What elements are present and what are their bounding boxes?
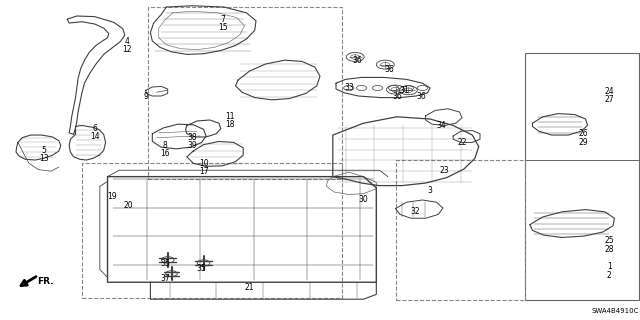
Text: 26: 26	[579, 129, 589, 138]
Text: 35: 35	[196, 264, 207, 273]
Text: 3: 3	[428, 186, 433, 195]
Text: 39: 39	[187, 141, 197, 150]
Text: 7: 7	[220, 15, 225, 24]
Text: 23: 23	[440, 166, 450, 175]
Bar	[82, 163, 342, 298]
Text: 10: 10	[198, 159, 209, 168]
Text: 16: 16	[160, 149, 170, 158]
Text: 27: 27	[604, 95, 614, 104]
Text: 30: 30	[358, 195, 369, 204]
Text: 15: 15	[218, 23, 228, 32]
Text: 36: 36	[384, 65, 394, 74]
Text: 18: 18	[226, 120, 235, 129]
Text: 12: 12	[122, 45, 131, 54]
Text: 31: 31	[399, 86, 410, 95]
Text: 38: 38	[187, 133, 197, 142]
Bar	[396, 160, 525, 300]
Text: 1: 1	[607, 262, 612, 271]
Bar	[525, 53, 639, 300]
Text: 37: 37	[160, 274, 170, 283]
Text: 28: 28	[605, 245, 614, 254]
Text: 35: 35	[160, 260, 170, 268]
Text: 8: 8	[163, 141, 168, 150]
Text: 25: 25	[604, 236, 614, 245]
Text: 13: 13	[38, 154, 49, 163]
Text: 22: 22	[458, 138, 467, 147]
Text: 4: 4	[124, 37, 129, 46]
Text: 29: 29	[579, 138, 589, 147]
Text: 19: 19	[107, 192, 117, 201]
Text: 33: 33	[344, 83, 354, 92]
Text: FR.: FR.	[37, 277, 54, 286]
Text: 17: 17	[198, 167, 209, 176]
Text: SWA4B4910C: SWA4B4910C	[591, 308, 639, 314]
Text: 11: 11	[226, 112, 235, 121]
Text: 34: 34	[436, 121, 447, 130]
Text: 5: 5	[41, 146, 46, 155]
Text: 36: 36	[416, 92, 426, 100]
Text: 36: 36	[352, 56, 362, 65]
Text: 21: 21	[245, 284, 254, 292]
Text: 9: 9	[143, 92, 148, 100]
Bar	[148, 7, 342, 179]
Text: 24: 24	[604, 87, 614, 96]
Text: 14: 14	[90, 132, 100, 140]
Text: 32: 32	[410, 207, 420, 216]
Text: 36: 36	[392, 92, 402, 101]
Text: 6: 6	[92, 124, 97, 132]
Text: 2: 2	[607, 271, 612, 280]
Text: 20: 20	[123, 201, 133, 210]
